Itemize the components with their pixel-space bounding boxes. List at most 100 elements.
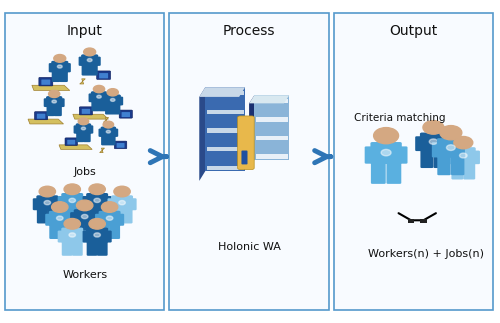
FancyBboxPatch shape [98,129,104,137]
FancyBboxPatch shape [116,214,124,226]
Circle shape [102,202,118,212]
Polygon shape [249,95,254,168]
FancyBboxPatch shape [66,214,74,226]
FancyBboxPatch shape [105,103,114,115]
FancyBboxPatch shape [451,155,464,175]
Bar [448,133,454,141]
FancyBboxPatch shape [242,151,248,164]
FancyBboxPatch shape [79,231,87,243]
FancyBboxPatch shape [98,100,106,111]
FancyBboxPatch shape [94,57,100,66]
FancyBboxPatch shape [82,64,90,76]
Circle shape [78,118,88,125]
Bar [206,138,244,142]
Text: Jobs: Jobs [74,167,96,177]
FancyBboxPatch shape [101,135,109,145]
FancyBboxPatch shape [65,138,78,145]
Circle shape [84,48,96,56]
Circle shape [69,198,75,203]
Circle shape [76,200,93,211]
FancyBboxPatch shape [37,208,48,224]
FancyBboxPatch shape [87,125,94,134]
FancyBboxPatch shape [415,136,424,151]
FancyBboxPatch shape [82,231,90,243]
FancyBboxPatch shape [39,78,53,86]
FancyBboxPatch shape [82,196,90,208]
Text: Criteria matching: Criteria matching [354,113,445,123]
FancyBboxPatch shape [42,79,50,85]
FancyBboxPatch shape [36,195,59,211]
Bar [82,205,87,211]
Circle shape [56,216,63,220]
Bar [206,147,244,151]
Bar [88,52,92,56]
FancyBboxPatch shape [104,94,121,106]
FancyBboxPatch shape [97,240,108,256]
Bar [82,121,85,125]
Circle shape [423,120,444,134]
FancyBboxPatch shape [460,142,470,158]
Circle shape [460,153,467,158]
FancyBboxPatch shape [112,103,120,115]
FancyBboxPatch shape [114,141,127,149]
FancyBboxPatch shape [108,135,116,145]
Text: Input: Input [67,24,102,38]
FancyBboxPatch shape [104,231,112,243]
Polygon shape [200,87,205,181]
FancyBboxPatch shape [54,198,62,210]
FancyBboxPatch shape [420,132,447,151]
Circle shape [44,201,51,205]
FancyBboxPatch shape [59,70,68,82]
Circle shape [97,95,102,98]
Polygon shape [100,148,104,153]
FancyBboxPatch shape [110,223,120,239]
FancyBboxPatch shape [238,116,254,170]
Polygon shape [249,95,289,103]
FancyBboxPatch shape [33,198,40,210]
FancyBboxPatch shape [44,98,50,107]
FancyBboxPatch shape [111,195,133,211]
FancyBboxPatch shape [58,231,66,243]
FancyBboxPatch shape [37,114,46,119]
Circle shape [58,65,62,68]
Bar [120,192,124,197]
Text: Workers: Workers [62,270,108,280]
Text: Holonic WA: Holonic WA [218,242,280,252]
Circle shape [94,86,104,93]
Bar [206,119,244,123]
Circle shape [94,233,100,237]
FancyBboxPatch shape [364,146,375,164]
FancyBboxPatch shape [60,223,70,239]
FancyBboxPatch shape [76,123,91,134]
FancyBboxPatch shape [95,214,103,226]
Circle shape [374,128,398,144]
FancyBboxPatch shape [54,105,62,116]
Circle shape [429,139,438,144]
FancyBboxPatch shape [100,127,116,137]
Circle shape [64,219,80,229]
FancyBboxPatch shape [76,131,84,142]
Bar [107,207,112,213]
Bar [206,91,244,95]
Bar [430,127,436,135]
FancyBboxPatch shape [91,91,107,102]
FancyBboxPatch shape [58,98,64,107]
Bar [256,108,288,112]
FancyBboxPatch shape [397,146,407,164]
Polygon shape [59,145,92,149]
Bar [256,145,288,149]
Bar [256,154,288,159]
Circle shape [440,126,462,140]
FancyBboxPatch shape [72,205,83,221]
Bar [408,219,414,223]
FancyBboxPatch shape [74,209,96,224]
Bar [58,207,62,213]
Bar [107,125,110,128]
FancyBboxPatch shape [51,61,68,73]
Polygon shape [28,119,64,124]
FancyBboxPatch shape [446,151,456,164]
FancyBboxPatch shape [96,71,110,79]
FancyBboxPatch shape [434,149,446,168]
FancyBboxPatch shape [64,63,71,72]
FancyBboxPatch shape [70,212,78,224]
